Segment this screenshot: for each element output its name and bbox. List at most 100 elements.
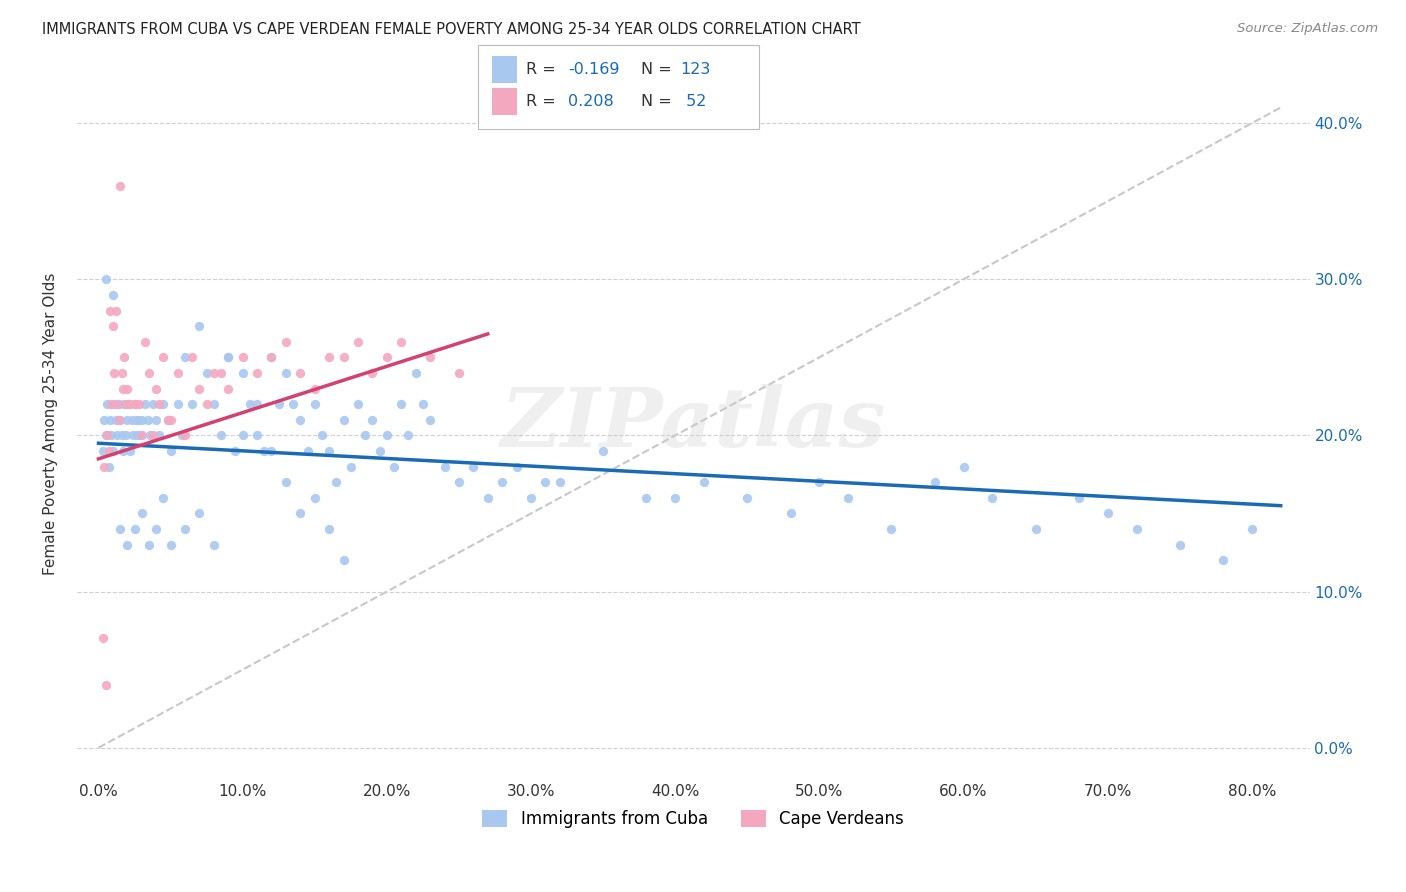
Point [412, 397, 434, 411]
Point [134, 397, 156, 411]
Point [246, 397, 269, 411]
Point [217, 351, 239, 365]
Point [131, 428, 153, 442]
Point [114, 351, 136, 365]
Point [232, 366, 254, 380]
Point [117, 413, 139, 427]
Point [636, 491, 658, 505]
Point [188, 319, 211, 334]
Point [311, 428, 333, 442]
Point [274, 334, 297, 349]
Point [239, 397, 262, 411]
Text: N =: N = [641, 95, 678, 109]
Point [304, 491, 326, 505]
Point [172, 428, 194, 442]
Point [779, 507, 801, 521]
Point [98, 303, 121, 318]
Point [375, 351, 398, 365]
Point [217, 382, 239, 396]
Text: IMMIGRANTS FROM CUBA VS CAPE VERDEAN FEMALE POVERTY AMONG 25-34 YEAR OLDS CORREL: IMMIGRANTS FROM CUBA VS CAPE VERDEAN FEM… [42, 22, 860, 37]
Point [253, 444, 276, 458]
Point [159, 538, 181, 552]
Point [354, 428, 377, 442]
Point [104, 303, 127, 318]
Point [131, 507, 153, 521]
Point [101, 288, 124, 302]
Point [1240, 522, 1263, 536]
Point [361, 366, 384, 380]
Point [142, 428, 165, 442]
Point [174, 428, 197, 442]
Point [463, 459, 485, 474]
Text: -0.169: -0.169 [568, 62, 620, 77]
Point [217, 351, 239, 365]
Point [110, 428, 132, 442]
Point [318, 444, 340, 458]
Point [94, 428, 117, 442]
Point [534, 475, 557, 490]
Point [188, 382, 211, 396]
Point [477, 491, 499, 505]
Point [246, 428, 269, 442]
Point [117, 538, 139, 552]
Text: ZIPatlas: ZIPatlas [501, 384, 886, 464]
Point [134, 334, 156, 349]
Point [447, 366, 470, 380]
Point [174, 522, 197, 536]
Point [232, 351, 254, 365]
Point [148, 428, 170, 442]
Point [520, 491, 543, 505]
Point [128, 397, 150, 411]
Point [105, 428, 128, 442]
Point [332, 553, 354, 567]
Point [100, 397, 122, 411]
Point [142, 397, 165, 411]
Point [260, 351, 283, 365]
Point [735, 491, 758, 505]
Point [97, 444, 120, 458]
Point [128, 413, 150, 427]
Point [202, 366, 225, 380]
Point [94, 678, 117, 692]
Point [145, 413, 167, 427]
Point [115, 428, 138, 442]
Point [96, 428, 118, 442]
Text: N =: N = [641, 62, 678, 77]
Point [94, 272, 117, 286]
Point [121, 413, 143, 427]
Text: R =: R = [526, 62, 561, 77]
Point [202, 397, 225, 411]
Point [361, 413, 384, 427]
Point [304, 382, 326, 396]
Point [808, 475, 831, 490]
Point [138, 366, 160, 380]
Point [148, 397, 170, 411]
Point [104, 413, 127, 427]
Point [318, 351, 340, 365]
Y-axis label: Female Poverty Among 25-34 Year Olds: Female Poverty Among 25-34 Year Olds [44, 273, 58, 575]
Point [97, 459, 120, 474]
Point [181, 397, 204, 411]
Point [347, 334, 370, 349]
Point [290, 507, 312, 521]
Point [433, 459, 456, 474]
Point [120, 397, 142, 411]
Point [260, 444, 283, 458]
Point [125, 413, 148, 427]
Point [318, 522, 340, 536]
Point [105, 397, 128, 411]
Point [138, 538, 160, 552]
Point [924, 475, 946, 490]
Point [156, 413, 179, 427]
Point [107, 413, 129, 427]
Point [110, 366, 132, 380]
Point [114, 397, 136, 411]
Text: R =: R = [526, 95, 561, 109]
Point [181, 351, 204, 365]
Point [120, 444, 142, 458]
Point [389, 334, 412, 349]
Point [209, 366, 232, 380]
Point [398, 428, 420, 442]
Point [332, 351, 354, 365]
Point [91, 444, 114, 458]
